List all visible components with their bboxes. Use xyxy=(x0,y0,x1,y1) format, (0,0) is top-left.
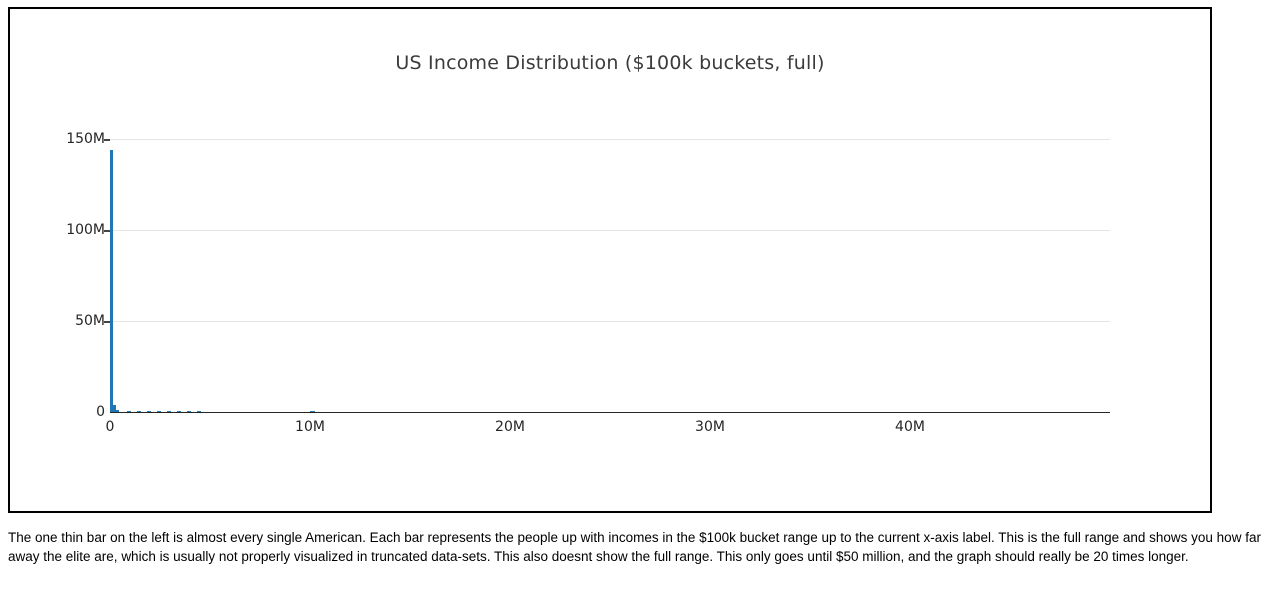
histogram-bar xyxy=(116,410,120,412)
y-gridline xyxy=(110,139,1110,140)
caption-text: The one thin bar on the left is almost e… xyxy=(8,530,1261,564)
histogram-bar xyxy=(113,405,117,412)
histogram-bar xyxy=(127,410,131,412)
y-tick-label: 100M xyxy=(66,222,105,238)
x-tick-label: 30M xyxy=(695,419,725,435)
y-tick-label: 50M xyxy=(75,313,105,329)
plot-area xyxy=(104,139,1110,413)
histogram-bar xyxy=(157,410,161,412)
y-tick-mark xyxy=(104,321,110,323)
histogram-bar xyxy=(197,410,201,412)
histogram-bar xyxy=(310,410,315,412)
histogram-bar xyxy=(110,149,114,412)
y-tick-mark xyxy=(104,230,110,232)
histogram-bar xyxy=(167,410,171,412)
histogram-bar xyxy=(137,410,141,412)
y-gridline xyxy=(110,230,1110,231)
x-tick-label: 0 xyxy=(105,419,115,435)
y-gridline xyxy=(110,321,1110,322)
y-tick-mark xyxy=(104,139,110,141)
chart-figure: US Income Distribution ($100k buckets, f… xyxy=(8,7,1212,513)
y-tick-label: 150M xyxy=(66,131,105,147)
x-tick-label: 10M xyxy=(295,419,325,435)
histogram-bar xyxy=(187,410,191,412)
histogram-bar xyxy=(147,410,151,412)
chart-title: US Income Distribution ($100k buckets, f… xyxy=(395,52,825,74)
x-tick-label: 40M xyxy=(895,419,925,435)
x-tick-label: 20M xyxy=(495,419,525,435)
histogram-bar xyxy=(177,410,181,412)
y-tick-label: 0 xyxy=(96,404,105,420)
